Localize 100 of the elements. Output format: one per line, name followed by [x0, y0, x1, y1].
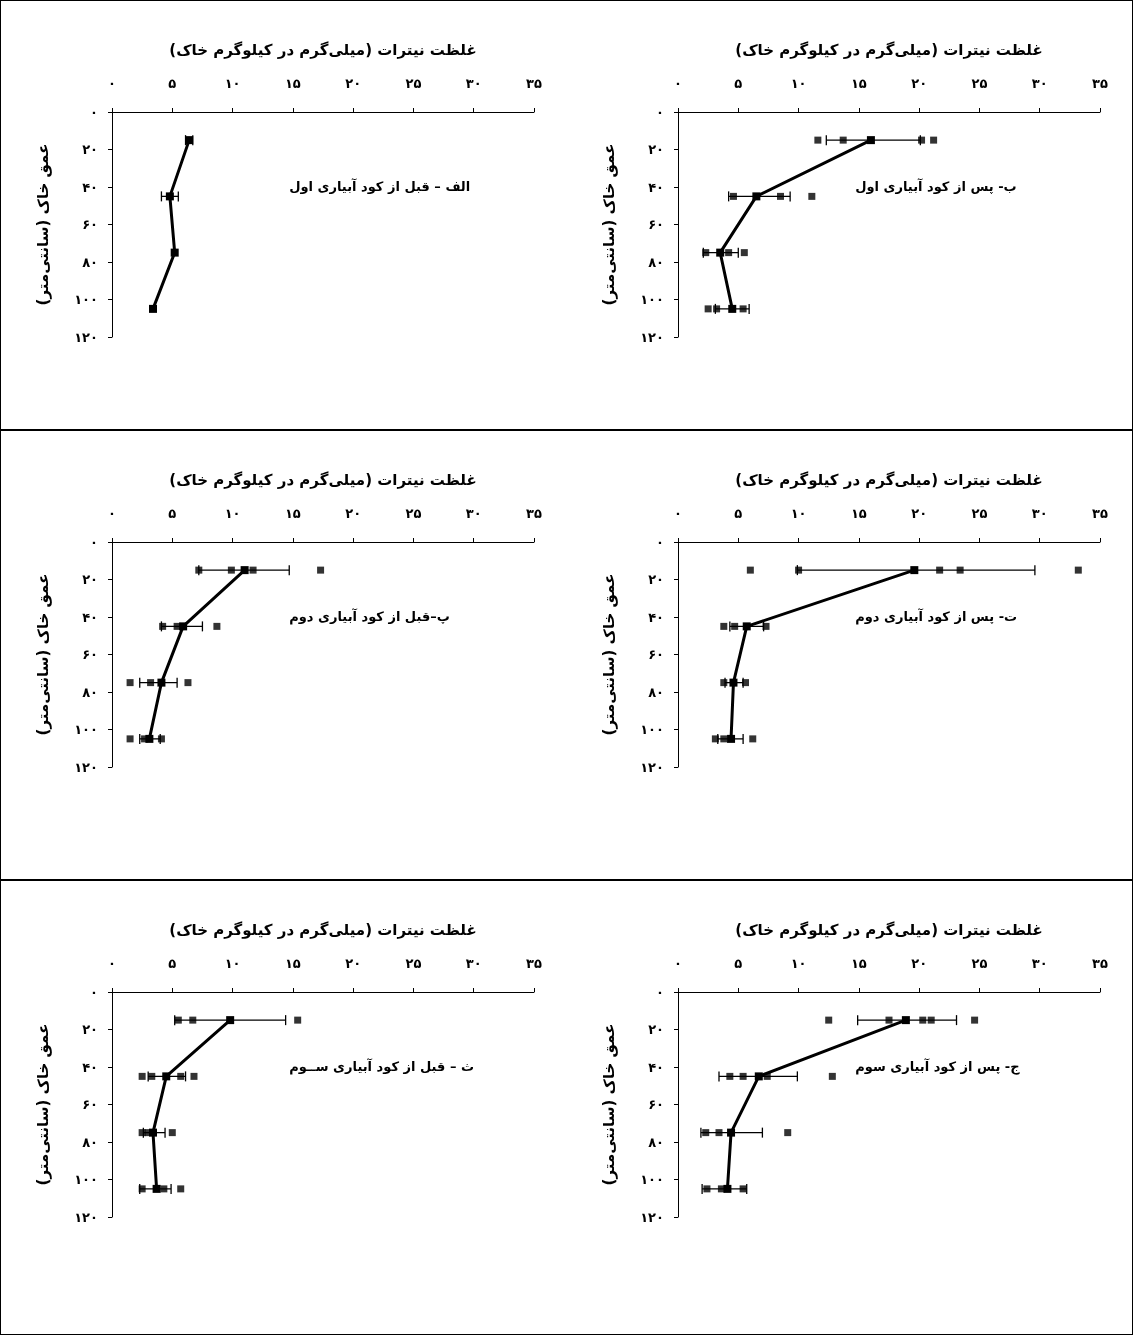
x-tick-label: ۲۰	[911, 506, 928, 521]
point	[814, 136, 822, 144]
point	[930, 136, 938, 144]
x-tick-label: ۱۰	[224, 506, 241, 521]
x-tick-label: ۱۰	[224, 956, 241, 971]
point	[148, 1072, 156, 1080]
x-tick-label: ۰	[108, 76, 116, 91]
point	[808, 192, 816, 200]
x-tick-label: ۳۵	[1092, 506, 1108, 521]
point	[213, 622, 221, 630]
x-tick-label: ۲۵	[971, 506, 988, 521]
x-tick-label: ۰	[108, 956, 116, 971]
point	[739, 305, 747, 313]
y-axis-title: عمق خاک (سانتی‌متر)	[33, 573, 52, 736]
point	[702, 1129, 710, 1137]
y-tick-label: ۴۰	[648, 609, 664, 625]
y-tick-label: ۶۰	[82, 647, 98, 662]
y-axis-title: عمق خاک (سانتی‌متر)	[599, 143, 618, 306]
y-tick-label: ۱۰۰	[640, 722, 664, 737]
point	[726, 1072, 734, 1080]
point	[1074, 566, 1082, 574]
y-tick-label: ۴۰	[82, 609, 98, 625]
y-tick-label: ۲۰	[82, 1022, 98, 1037]
x-tick-label: ۵	[168, 956, 177, 971]
x-tick-label: ۵	[734, 506, 743, 521]
y-tick-label: ۱۲۰	[74, 759, 98, 775]
y-tick-label: ۱۲۰	[640, 329, 664, 345]
y-tick-label: ۴۰	[648, 179, 664, 195]
x-axis-title: غلظت نیترات (میلی‌گرم در کیلوگرم خاک)	[169, 470, 477, 489]
x-tick-label: ۱۰	[224, 76, 241, 91]
point	[731, 622, 739, 630]
x-tick-label: ۱۵	[850, 506, 867, 521]
point	[825, 1016, 833, 1024]
x-tick-label: ۳۰	[465, 956, 482, 971]
point	[294, 1016, 302, 1024]
y-tick-label: ۲۰	[648, 572, 664, 587]
point	[742, 622, 751, 631]
point	[157, 735, 165, 743]
x-tick-label: ۳۰	[1031, 76, 1048, 91]
x-tick-label: ۵	[168, 76, 177, 91]
point	[184, 679, 192, 687]
y-tick-label: ۰	[656, 984, 664, 1000]
y-tick-label: ۱۰۰	[640, 292, 664, 307]
point	[177, 1185, 185, 1193]
point	[249, 566, 257, 574]
x-tick-label: ۱۰	[790, 76, 807, 91]
x-tick-label: ۱۰	[790, 956, 807, 971]
y-tick-label: ۶۰	[82, 217, 98, 232]
point	[703, 1185, 711, 1193]
x-tick-label: ۳۰	[465, 506, 482, 521]
y-tick-label: ۱۰۰	[74, 292, 98, 307]
x-tick-label: ۳۵	[526, 76, 542, 91]
point	[717, 1185, 725, 1193]
y-tick-label: ۱۲۰	[74, 329, 98, 345]
point	[138, 1072, 146, 1080]
x-tick-label: ۲۵	[405, 76, 422, 91]
y-tick-label: ۰	[656, 104, 664, 120]
point	[720, 622, 728, 630]
point	[936, 566, 944, 574]
point	[919, 1016, 927, 1024]
x-axis-title: غلظت نیترات (میلی‌گرم در کیلوگرم خاک)	[735, 470, 1043, 489]
point	[126, 679, 134, 687]
point	[762, 622, 770, 630]
point	[729, 192, 737, 200]
point	[956, 566, 964, 574]
point	[702, 249, 710, 257]
y-axis-title: عمق خاک (سانتی‌متر)	[33, 143, 52, 306]
x-tick-label: ۲۰	[911, 76, 928, 91]
y-tick-label: ۱۰۰	[74, 722, 98, 737]
point	[927, 1016, 935, 1024]
y-tick-label: ۶۰	[648, 1097, 664, 1112]
x-tick-label: ۳۰	[1031, 956, 1048, 971]
y-tick-label: ۸۰	[648, 254, 664, 270]
point	[173, 622, 181, 630]
y-tick-label: ۶۰	[648, 647, 664, 662]
x-axis-title: غلظت نیترات (میلی‌گرم در کیلوگرم خاک)	[735, 40, 1043, 59]
y-tick-label: ۱۰۰	[74, 1172, 98, 1187]
point	[776, 192, 784, 200]
x-tick-label: ۱۵	[284, 76, 301, 91]
y-tick-label: ۴۰	[648, 1059, 664, 1075]
x-tick-label: ۵	[734, 76, 743, 91]
x-tick-label: ۰	[674, 506, 682, 521]
x-tick-label: ۱۵	[284, 956, 301, 971]
point	[704, 305, 712, 313]
annotation: الف – قبل از کود آبیاری اول	[289, 177, 471, 194]
y-tick-label: ۸۰	[82, 254, 98, 270]
y-tick-label: ۲۰	[648, 142, 664, 157]
y-tick-label: ۰	[656, 534, 664, 550]
x-tick-label: ۱۵	[284, 506, 301, 521]
x-tick-label: ۱۵	[850, 76, 867, 91]
point	[740, 249, 748, 257]
x-tick-label: ۲۵	[971, 76, 988, 91]
annotation: ب- پس از کود آبیاری اول	[855, 177, 1017, 194]
y-tick-label: ۲۰	[82, 572, 98, 587]
x-tick-label: ۵	[734, 956, 743, 971]
point	[713, 305, 721, 313]
annotation: ت- پس از کود آبیاری دوم	[855, 607, 1018, 625]
x-axis-title: غلظت نیترات (میلی‌گرم در کیلوگرم خاک)	[169, 920, 477, 939]
point	[159, 622, 167, 630]
y-tick-label: ۰	[90, 984, 98, 1000]
